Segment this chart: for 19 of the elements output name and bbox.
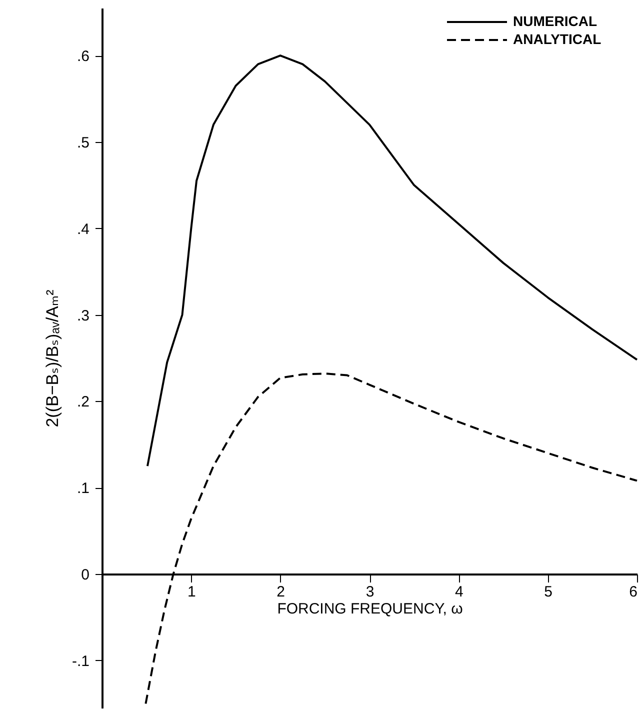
y-tick-label: .4 [76, 220, 90, 238]
x-tick-label: 2 [276, 584, 286, 601]
x-tick-label: 3 [366, 584, 374, 601]
y-tick-label: .5 [76, 134, 90, 152]
y-axis-title: 2((B−Bₛ)/Bₛ)ₐᵥ/Aₘ² [42, 289, 62, 428]
y-tick-label: .3 [76, 307, 90, 324]
line-series [146, 54, 638, 468]
x-tick-label: 6 [629, 584, 638, 601]
y-tick-label: .2 [76, 394, 90, 411]
legend-label: ANALYTICAL [513, 31, 602, 47]
legend-label: NUMERICAL [513, 13, 598, 29]
x-tick-label: 5 [544, 584, 553, 601]
x-axis-title: FORCING FREQUENCY, ω [277, 600, 464, 618]
x-tick-label: 4 [454, 584, 464, 601]
y-tick-label: -.1 [72, 652, 90, 670]
x-tick-label: 1 [187, 584, 196, 601]
y-tick-label: .1 [76, 480, 90, 498]
y-tick-label: .6 [76, 48, 90, 66]
y-tick-label: 0 [81, 566, 90, 584]
